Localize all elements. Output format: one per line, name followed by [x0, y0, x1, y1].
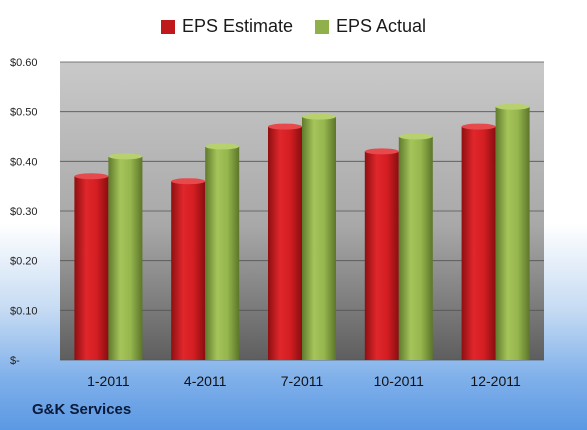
bar-eps-actual-cap	[398, 133, 433, 140]
legend-swatch-actual	[314, 19, 329, 34]
bar-eps-estimate	[461, 126, 496, 360]
bar-eps-estimate-cap	[74, 173, 109, 180]
bar-eps-actual	[205, 146, 240, 360]
legend-label-estimate: EPS Estimate	[181, 16, 293, 36]
bar-eps-actual-cap	[205, 143, 240, 150]
x-tick-label: 7-2011	[281, 373, 324, 389]
legend-swatch-estimate	[160, 19, 175, 34]
legend-item-actual: EPS Actual	[314, 16, 427, 37]
x-tick-label: 10-2011	[374, 373, 425, 389]
bar-eps-estimate	[364, 151, 399, 360]
company-label: G&K Services	[32, 401, 132, 418]
bar-eps-estimate-cap	[268, 123, 302, 130]
x-tick-label: 1-2011	[87, 373, 130, 389]
bar-eps-actual	[302, 116, 336, 360]
bar-eps-actual-cap	[108, 153, 143, 160]
bar-eps-estimate-cap	[461, 123, 496, 130]
y-tick-label: $0.10	[10, 305, 38, 317]
bar-eps-estimate-cap	[364, 148, 399, 155]
bar-eps-estimate	[171, 181, 206, 360]
bar-eps-estimate	[268, 126, 302, 360]
bar-eps-actual-cap	[302, 113, 336, 120]
bar-eps-estimate	[74, 176, 109, 360]
bar-eps-estimate-cap	[171, 178, 206, 185]
y-tick-label: $0.30	[10, 206, 38, 218]
y-tick-label: $0.60	[10, 57, 38, 69]
bar-eps-actual	[495, 106, 530, 360]
bar-eps-actual	[108, 156, 143, 360]
legend-label-actual: EPS Actual	[335, 16, 427, 36]
legend-item-estimate: EPS Estimate	[160, 16, 293, 37]
bar-eps-actual-cap	[495, 103, 530, 110]
y-tick-label: $0.50	[10, 107, 38, 119]
y-tick-label: $0.40	[10, 156, 38, 168]
y-tick-label: $-	[10, 355, 20, 367]
x-tick-label: 4-2011	[184, 373, 227, 389]
y-tick-label: $0.20	[10, 256, 38, 268]
legend: EPS Estimate EPS Actual	[0, 16, 587, 37]
bar-eps-actual	[398, 136, 433, 360]
x-tick-label: 12-2011	[470, 373, 521, 389]
